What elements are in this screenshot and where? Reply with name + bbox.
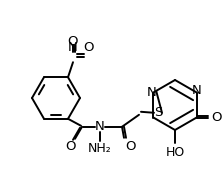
Text: O: O bbox=[68, 35, 78, 48]
Text: S: S bbox=[154, 106, 162, 119]
Text: N: N bbox=[192, 84, 202, 97]
Text: O: O bbox=[84, 41, 94, 54]
Text: N: N bbox=[68, 41, 78, 54]
Text: N: N bbox=[95, 120, 105, 133]
Text: HO: HO bbox=[165, 147, 185, 160]
Text: O: O bbox=[125, 140, 135, 153]
Text: O: O bbox=[65, 140, 75, 153]
Text: O: O bbox=[211, 111, 222, 124]
Text: NH₂: NH₂ bbox=[88, 142, 112, 155]
Text: N: N bbox=[146, 86, 156, 99]
